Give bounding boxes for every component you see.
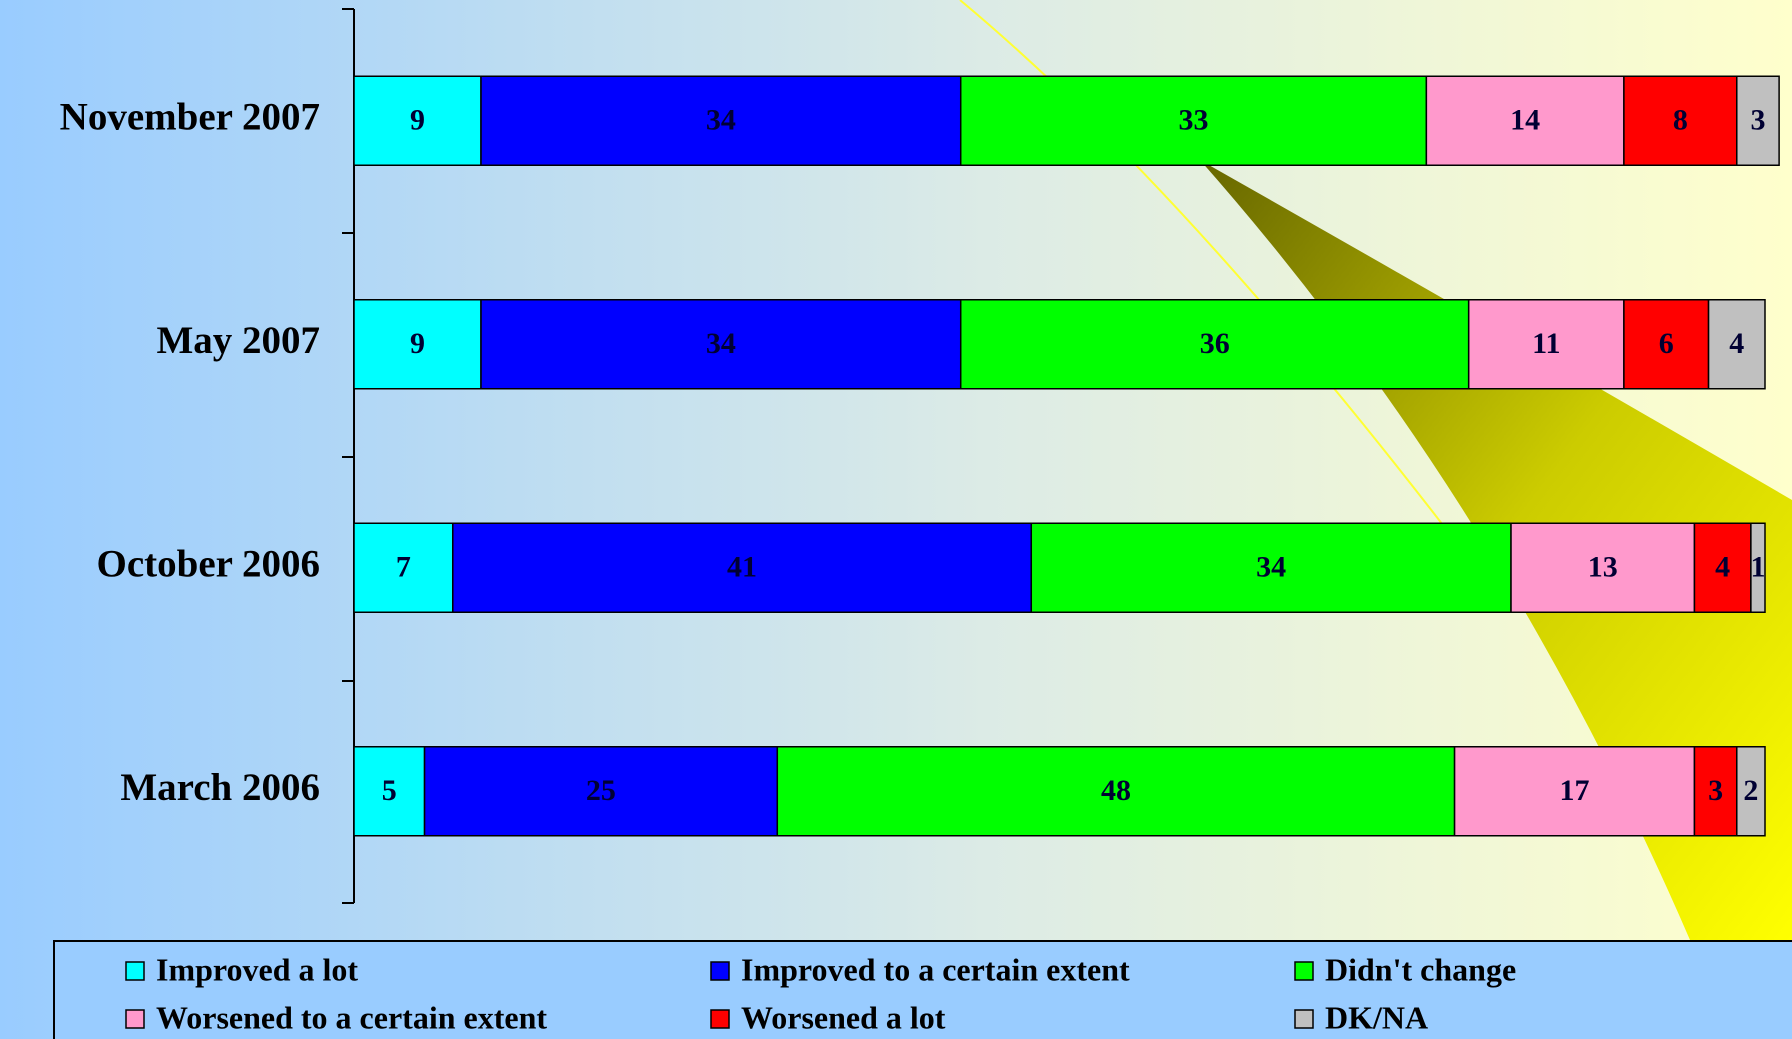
- value-label: 17: [1560, 774, 1590, 807]
- bar-segment: [1453, 746, 1696, 837]
- value-label: 8: [1673, 104, 1688, 137]
- bar-segment: [1693, 522, 1752, 613]
- bar-segment: [1707, 299, 1766, 390]
- value-label: 11: [1532, 327, 1560, 360]
- value-label: 34: [706, 104, 736, 137]
- bar-segment: [1623, 299, 1710, 390]
- value-label: 9: [410, 327, 425, 360]
- value-label: 4: [1729, 327, 1744, 360]
- value-label: 6: [1659, 327, 1674, 360]
- value-label: 34: [706, 327, 736, 360]
- value-label: 41: [727, 551, 757, 584]
- bar-segment: [353, 75, 482, 166]
- bar-segment: [1467, 299, 1625, 390]
- bar-segment: [423, 746, 779, 837]
- legend-swatch: [710, 1009, 730, 1029]
- bar-segment: [959, 75, 1428, 166]
- bar-segment: [353, 746, 426, 837]
- value-label: 5: [382, 774, 397, 807]
- value-label: 4: [1715, 551, 1730, 584]
- legend-swatch: [125, 961, 145, 981]
- bar-segment: [959, 299, 1470, 390]
- legend-swatch: [1294, 1009, 1314, 1029]
- bar-segment: [452, 522, 1033, 613]
- legend-label: Worsened to a certain extent: [156, 999, 547, 1035]
- value-label: 34: [1256, 551, 1286, 584]
- value-label: 25: [586, 774, 616, 807]
- legend-swatch: [125, 1009, 145, 1029]
- category-label: November 2007: [60, 96, 320, 139]
- bar-segment: [1510, 522, 1696, 613]
- value-label: 14: [1510, 104, 1540, 137]
- value-label: 3: [1708, 774, 1723, 807]
- decor-line: [959, 0, 1501, 601]
- bar-segment: [1425, 75, 1625, 166]
- bar-segment: [1030, 522, 1512, 613]
- bar-segment: [353, 299, 482, 390]
- value-label: 36: [1200, 327, 1230, 360]
- value-label: 3: [1750, 104, 1765, 137]
- bar-segment: [1623, 75, 1738, 166]
- value-label: 48: [1101, 774, 1131, 807]
- bar-segment: [480, 75, 962, 166]
- category-label: March 2006: [120, 766, 320, 809]
- legend-swatch: [1294, 961, 1314, 981]
- legend-swatch: [710, 961, 730, 981]
- category-label: May 2007: [156, 319, 320, 362]
- legend-label: Improved a lot: [156, 951, 358, 987]
- legend-label: Didn't change: [1325, 951, 1516, 987]
- bar-segment: [1750, 522, 1766, 613]
- bar-segment: [1736, 75, 1780, 166]
- legend-label: DK/NA: [1325, 999, 1428, 1035]
- value-label: 33: [1179, 104, 1209, 137]
- value-label: 7: [396, 551, 411, 584]
- legend-box: [53, 940, 1792, 1039]
- value-label: 2: [1743, 774, 1758, 807]
- value-label: 13: [1588, 551, 1618, 584]
- legend-label: Worsened a lot: [741, 999, 946, 1035]
- bar-segment: [353, 522, 454, 613]
- bar-segment: [1736, 746, 1766, 837]
- legend-label: Improved to a certain extent: [741, 951, 1130, 987]
- bar-segment: [480, 299, 962, 390]
- value-label: 9: [410, 104, 425, 137]
- value-label: 1: [1750, 551, 1765, 584]
- category-label: October 2006: [97, 543, 321, 586]
